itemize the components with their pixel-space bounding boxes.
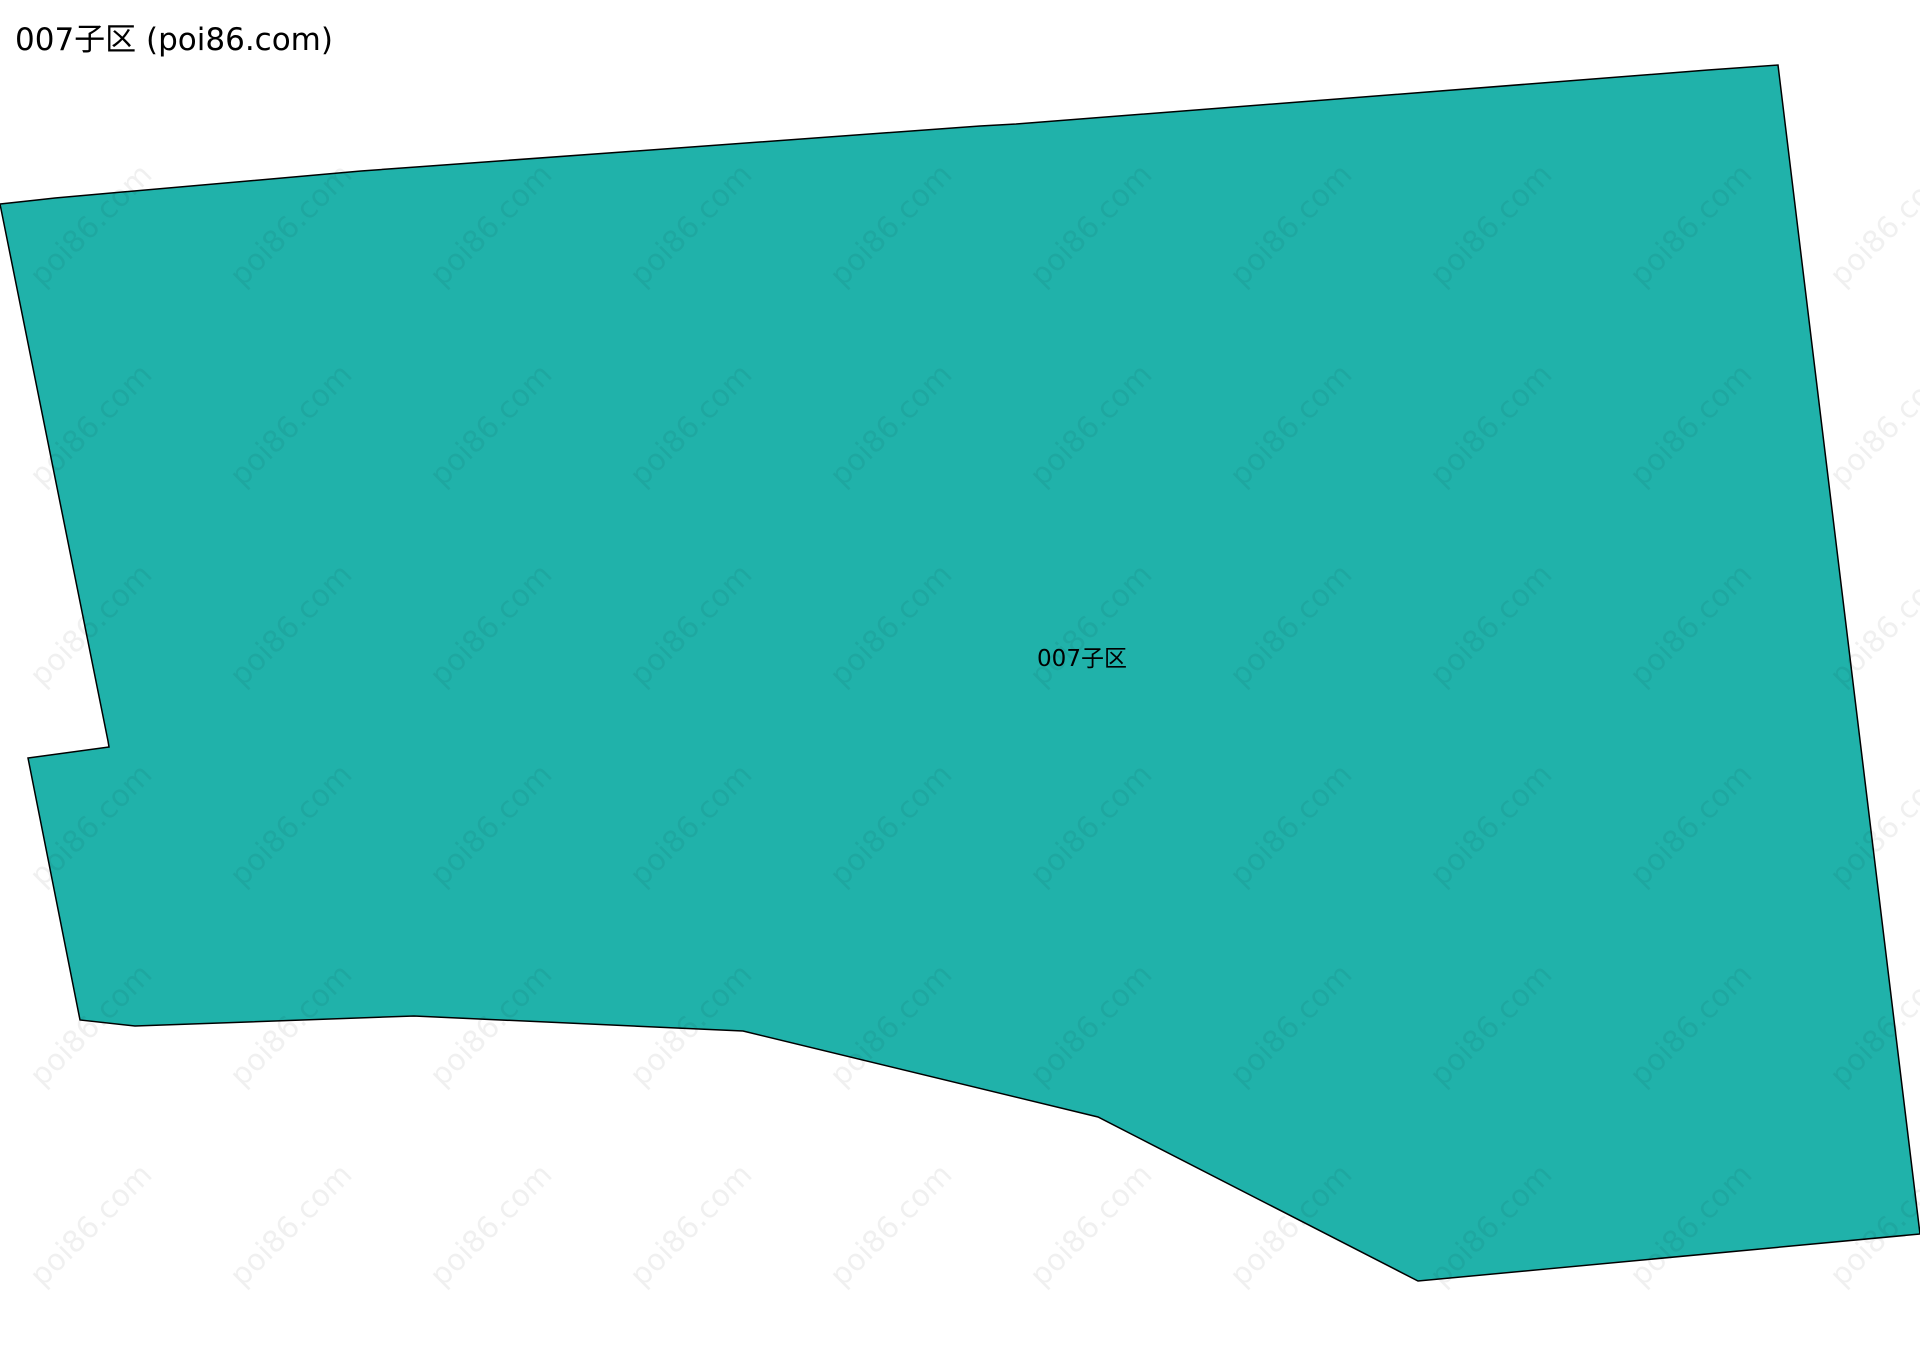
watermark-text: poi86.com [623,1157,759,1293]
region-polygon[interactable] [0,64,1920,1282]
watermark-text: poi86.com [1823,157,1920,293]
watermark-text: poi86.com [223,1157,359,1293]
watermark-text: poi86.com [423,1157,559,1293]
map-title: 007子区 (poi86.com) [15,22,333,58]
watermark-text: poi86.com [23,1157,159,1293]
watermark-text: poi86.com [1823,357,1920,493]
region-label: 007子区 [1037,646,1127,672]
watermark-text: poi86.com [823,1157,959,1293]
watermark-text: poi86.com [1023,1157,1159,1293]
